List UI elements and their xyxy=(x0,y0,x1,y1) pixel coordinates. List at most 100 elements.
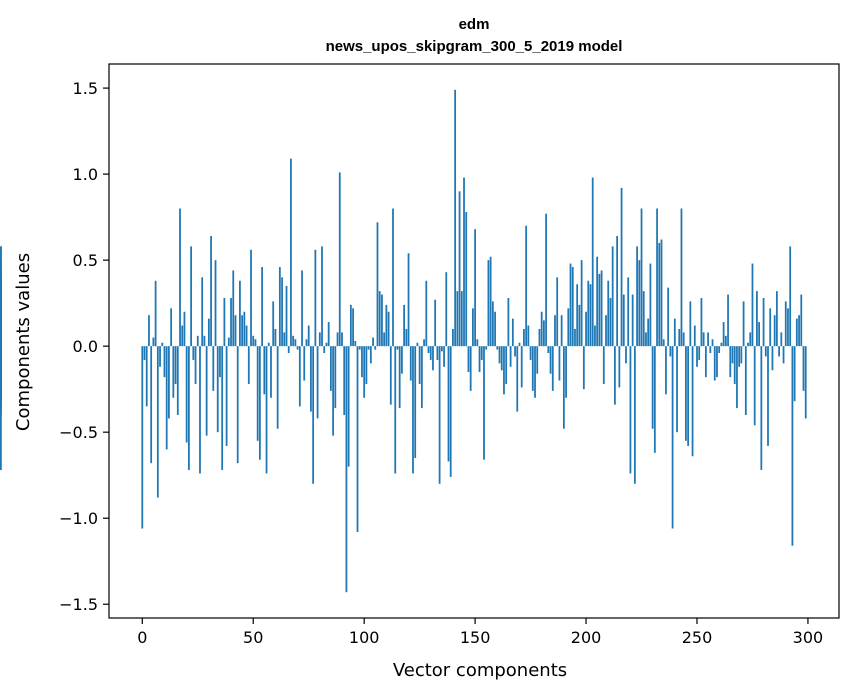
bar xyxy=(778,346,780,357)
bar xyxy=(460,291,463,347)
y-axis-ticks: −1.5 −1.0 −0.5 0.0 0.5 1.0 1.5 xyxy=(59,79,109,614)
bar xyxy=(236,346,239,464)
bar xyxy=(669,346,672,357)
bar xyxy=(775,291,778,347)
bar xyxy=(256,346,259,441)
bar xyxy=(343,346,346,415)
bar xyxy=(540,311,543,347)
bar xyxy=(345,346,348,593)
bar xyxy=(520,346,523,388)
bar xyxy=(216,346,219,433)
bar xyxy=(440,346,443,352)
bar xyxy=(574,328,576,347)
bars-group xyxy=(0,89,807,593)
bar xyxy=(190,246,192,347)
x-axis-ticks: 0 50 100 150 200 250 300 xyxy=(137,618,823,647)
bar xyxy=(602,346,605,385)
bar xyxy=(192,346,195,360)
bar xyxy=(662,339,665,347)
bar xyxy=(436,346,439,360)
bar xyxy=(234,315,237,347)
bar xyxy=(185,346,188,443)
bar xyxy=(538,328,541,347)
bar xyxy=(747,342,749,347)
bar xyxy=(660,239,663,347)
bar xyxy=(758,322,761,347)
bar xyxy=(432,346,434,371)
bar xyxy=(467,346,470,372)
bar xyxy=(385,304,388,347)
bar xyxy=(429,346,432,360)
bar xyxy=(800,294,803,347)
bar xyxy=(194,346,197,385)
bar xyxy=(587,280,590,347)
bar xyxy=(767,346,769,446)
bar xyxy=(791,346,794,546)
bar xyxy=(511,318,514,347)
bar xyxy=(578,304,581,347)
bar xyxy=(494,311,496,347)
bar xyxy=(576,284,579,347)
bar xyxy=(549,346,552,374)
bar xyxy=(225,346,228,446)
bar xyxy=(489,256,492,347)
bar xyxy=(239,280,241,347)
bar xyxy=(276,346,279,429)
bar xyxy=(341,332,343,347)
bar xyxy=(720,342,723,347)
bar xyxy=(698,346,701,360)
bar xyxy=(296,346,299,350)
bar xyxy=(487,260,490,347)
bar xyxy=(232,270,235,347)
bar xyxy=(261,267,263,347)
bar xyxy=(478,346,481,372)
bar xyxy=(156,346,159,498)
bar xyxy=(187,346,190,471)
bar xyxy=(600,270,603,347)
bar xyxy=(627,277,630,347)
chart-subtitle: news_upos_skipgram_300_5_2019 model xyxy=(326,38,623,55)
bar xyxy=(0,346,2,350)
bar xyxy=(556,277,559,347)
bar xyxy=(551,346,554,391)
bar xyxy=(0,346,2,402)
bar xyxy=(605,315,607,347)
bar xyxy=(338,172,341,347)
bar xyxy=(285,285,288,347)
bar xyxy=(795,318,798,347)
bar xyxy=(207,318,210,347)
bar xyxy=(298,346,301,407)
bar xyxy=(614,346,616,405)
bar xyxy=(665,346,667,395)
bar xyxy=(447,346,450,462)
bar xyxy=(680,208,683,347)
bar xyxy=(199,346,201,474)
bar xyxy=(252,335,255,347)
bar xyxy=(749,332,752,347)
bar xyxy=(638,260,641,347)
bar xyxy=(323,346,326,354)
bar xyxy=(691,346,694,457)
x-tick-label: 150 xyxy=(460,628,491,647)
bar xyxy=(562,346,565,429)
bar xyxy=(589,284,592,347)
bar xyxy=(376,222,379,347)
bar xyxy=(724,335,727,347)
bar xyxy=(263,346,266,395)
bar xyxy=(241,315,244,347)
bar xyxy=(500,346,503,371)
bar xyxy=(642,291,645,347)
bar xyxy=(491,301,494,347)
bar xyxy=(582,346,585,390)
bar xyxy=(611,246,614,347)
bar xyxy=(363,346,366,398)
bar xyxy=(682,332,685,347)
bar xyxy=(332,346,334,436)
bar xyxy=(718,346,721,354)
bar xyxy=(168,346,170,419)
bar xyxy=(518,342,521,347)
bar xyxy=(278,267,281,347)
bar xyxy=(480,346,483,360)
bar xyxy=(456,291,459,347)
